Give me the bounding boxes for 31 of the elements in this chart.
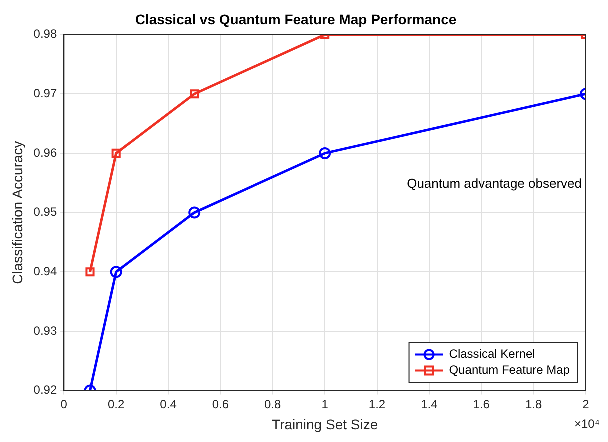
y-axis-title: Classification Accuracy: [9, 141, 26, 284]
x-tick-label: 0.8: [264, 397, 282, 412]
x-tick-label: 2: [582, 397, 590, 412]
chart-title: Classical vs Quantum Feature Map Performance: [135, 11, 457, 28]
y-tick-label: 0.94: [34, 264, 58, 278]
point: [86, 268, 95, 277]
point: [110, 266, 122, 278]
legend-label: Classical Kernel: [449, 347, 536, 362]
point: [319, 147, 332, 160]
x-tick-label: 0.2: [108, 397, 126, 412]
x-tick-label: 1.6: [473, 397, 490, 412]
annotation: Quantum advantage observed: [407, 176, 582, 191]
x-tick-label: 0: [60, 397, 68, 412]
y-tick-label: 0.95: [34, 205, 58, 220]
point: [188, 206, 201, 219]
x-tick-label: 1.4: [421, 397, 438, 412]
x-tick-label: 1.8: [525, 397, 542, 412]
y-tick-label: 0.97: [34, 86, 58, 100]
text: ×10⁴: [574, 417, 600, 432]
y-tick-label: 0.98: [34, 27, 58, 42]
x-axis-title: Training Set Size: [272, 416, 378, 432]
y-tick-label: 0.96: [34, 146, 58, 160]
y-tick-label: 0.93: [34, 324, 58, 338]
x-tick-label: 0.6: [212, 397, 230, 412]
point: [190, 90, 200, 99]
x-tick-label: 1: [322, 397, 329, 412]
x-tick-label: 0.4: [160, 397, 178, 412]
legend-label: Quantum Feature Map: [449, 363, 570, 378]
point: [112, 148, 121, 158]
x-tick-label: 1.2: [368, 397, 386, 412]
y-tick-label: 0.92: [34, 383, 58, 398]
